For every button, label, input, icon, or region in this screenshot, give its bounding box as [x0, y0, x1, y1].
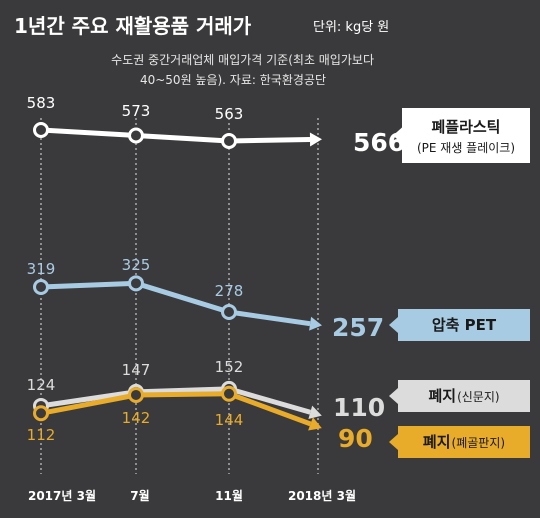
- series-2-label-bg: [398, 380, 530, 412]
- series-arrow-line-3: [228, 391, 312, 427]
- series-0-point-1: [128, 127, 144, 144]
- series-1-point-0: [33, 279, 49, 295]
- series-1-value-label-1: 325: [122, 256, 151, 274]
- series-3-name: 폐지(폐골판지): [423, 433, 505, 451]
- series-2-end-value: 110: [333, 393, 385, 422]
- series-2-name: 폐지(신문지): [428, 387, 499, 405]
- series-arrow-line-1: [228, 309, 311, 327]
- series-0-value-label-2: 563: [215, 105, 244, 123]
- x-tick-label-2: 11월: [215, 488, 243, 503]
- series-2-value-label-2: 152: [215, 358, 244, 376]
- series-0-point-0: [33, 122, 49, 138]
- x-axis: 2017년 3월 7월 11월 2018년 3월: [28, 488, 356, 503]
- series-2-label-pointer: [389, 388, 398, 404]
- x-tick-label-0: 2017년 3월: [28, 488, 96, 503]
- series-2-value-label-0: 124: [27, 376, 56, 394]
- series-1-name: 압축 PET: [432, 316, 497, 334]
- chart-title: 1년간 주요 재활용품 거래가: [14, 14, 252, 38]
- series-3-point-1: [128, 386, 144, 403]
- series-2-label-box: 폐지(신문지): [389, 380, 530, 412]
- series-3-value-label-0: 112: [27, 426, 56, 444]
- x-tick-label-3: 2018년 3월: [288, 488, 356, 503]
- series-3-label-box: 폐지(폐골판지): [389, 426, 530, 458]
- series-arrowhead-1: [309, 316, 322, 331]
- chart-note-line1: 수도권 중간거래업체 매입가격 기준(최초 매입가보다: [111, 53, 374, 67]
- series-0-label-bg: [402, 108, 530, 163]
- series-3-value-label-2: 144: [215, 411, 244, 429]
- series-1-point-1: [128, 275, 144, 292]
- series-0-point-2: [221, 133, 237, 149]
- series-arrowhead-3: [308, 417, 322, 431]
- series-1-label-box: 압축 PET: [389, 309, 530, 341]
- series-1: 319 325 278 257 압축 PET: [27, 256, 530, 342]
- series-1-end-value: 257: [332, 313, 384, 342]
- series-3-point-0: [33, 405, 49, 422]
- series-0-label-pointer: [393, 127, 402, 144]
- series-arrowhead-0: [309, 132, 322, 147]
- series-3-value-label-1: 142: [122, 409, 151, 427]
- series-arrow-line-2: [228, 386, 312, 415]
- chart-unit: 단위: kg당 원: [313, 20, 389, 35]
- series-3-label-pointer: [389, 434, 398, 450]
- series-1-label-pointer: [389, 317, 398, 333]
- series-2-value-label-1: 147: [122, 361, 151, 379]
- series-0-subname: (PE 재생 플레이크): [417, 141, 515, 155]
- series-1-label-bg: [398, 309, 530, 341]
- chart-note-line2: 40~50원 높음). 자료: 한국환경공단: [140, 73, 326, 87]
- series-0-label-box: 폐플라스틱 (PE 재생 플레이크): [393, 108, 530, 163]
- series-1-value-label-0: 319: [27, 260, 56, 278]
- x-tick-label-1: 7월: [130, 488, 149, 503]
- series-0-value-label-1: 573: [122, 102, 151, 120]
- series-arrowhead-2: [308, 405, 322, 419]
- series-3-point-2: [221, 385, 237, 402]
- series-0-name: 폐플라스틱: [431, 118, 500, 136]
- series-3: 112 142 144 90 폐지(폐골판지): [27, 385, 530, 458]
- series-0-value-label-0: 583: [27, 94, 56, 112]
- series-1-value-label-2: 278: [215, 282, 244, 300]
- series-3-end-value: 90: [338, 424, 373, 453]
- series-1-point-2: [221, 304, 237, 321]
- series-3-label-bg: [398, 426, 530, 458]
- series-arrow-line-0: [228, 136, 311, 144]
